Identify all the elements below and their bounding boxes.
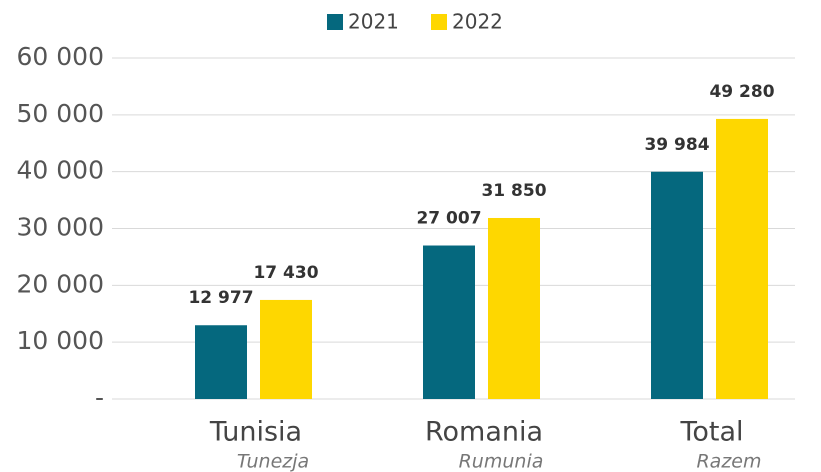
bar	[423, 245, 475, 399]
legend-swatch	[431, 14, 447, 30]
value-label: 27 007	[416, 209, 481, 229]
legend-label: 2021	[348, 10, 399, 34]
x-tick-label: Total	[679, 417, 743, 448]
value-label: 12 977	[188, 288, 253, 308]
y-tick-label: 30 000	[17, 213, 104, 242]
y-tick-label: -	[95, 383, 104, 412]
x-tick-sublabel: Rumunia	[459, 451, 544, 472]
x-tick-label: Romania	[425, 417, 543, 448]
value-label: 49 280	[709, 82, 774, 102]
x-tick-sublabel: Tunezja	[237, 451, 309, 472]
y-tick-label: 60 000	[17, 42, 104, 71]
x-tick-label: Tunisia	[209, 417, 302, 448]
y-tick-label: 20 000	[17, 269, 104, 298]
bar	[651, 171, 703, 399]
value-label: 17 430	[253, 263, 318, 283]
bar	[488, 217, 540, 399]
legend-label: 2022	[452, 10, 503, 34]
x-tick-sublabel: Razem	[696, 451, 761, 472]
y-tick-label: 40 000	[17, 156, 104, 185]
value-label: 31 850	[481, 181, 546, 201]
y-tick-label: 10 000	[17, 326, 104, 355]
value-label: 39 984	[644, 135, 709, 155]
bar	[260, 299, 312, 399]
legend-swatch	[327, 14, 343, 30]
bar	[195, 325, 247, 399]
bar	[716, 118, 768, 400]
y-tick-label: 50 000	[17, 99, 104, 128]
